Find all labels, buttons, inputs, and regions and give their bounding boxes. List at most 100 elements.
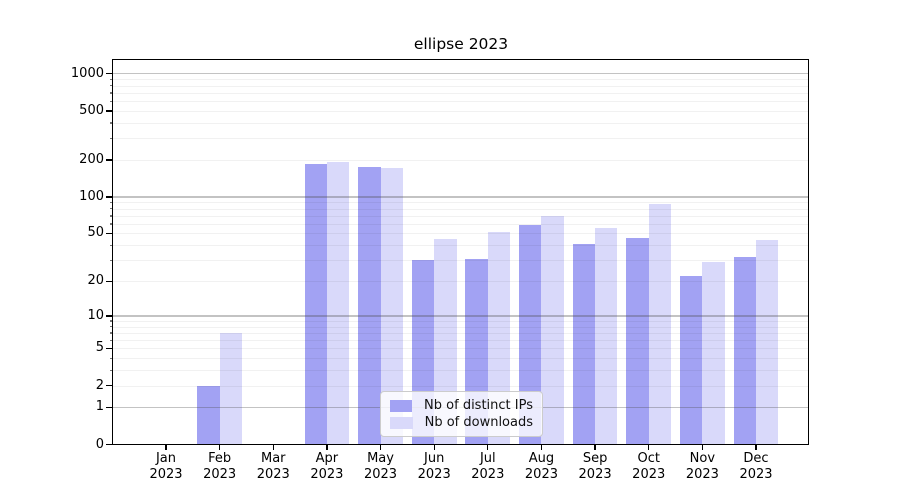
y-minor-tick-mark [109,92,113,94]
y-tick-label: 1 [95,399,104,415]
y-minor-tick-mark [109,369,113,371]
bar-downloads [702,261,725,445]
y-tick-label: 20 [87,273,104,289]
minor-gridline [113,260,809,262]
legend-item-downloads: Nb of downloads [390,415,533,430]
x-tick-label: Sep 2023 [578,451,612,482]
minor-gridline [113,370,809,372]
x-tick-label: Jun 2023 [417,451,451,482]
legend-swatch-distinct-ips [390,399,413,412]
x-tick-mark [433,445,435,450]
x-tick-label: May 2023 [363,451,398,482]
x-tick-label: Nov 2023 [685,451,719,482]
bar-distinct-ips [572,243,596,445]
legend-item-distinct-ips: Nb of distinct IPs [390,398,533,413]
x-tick-label: Dec 2023 [739,451,773,482]
x-tick-label: Aug 2023 [524,451,558,482]
y-minor-tick-mark [109,347,113,350]
minor-gridline [113,85,809,87]
bar-downloads [219,332,243,445]
y-minor-tick-mark [109,137,113,140]
minor-gridline [113,79,809,81]
minor-gridline [113,245,809,247]
y-tick-label: 100 [79,188,104,204]
bar-downloads [756,240,779,445]
bar-distinct-ips [679,276,703,445]
x-tick-label: Jul 2023 [471,451,505,482]
x-tick-mark [701,445,703,450]
bar-distinct-ips [733,256,756,445]
minor-gridline [113,215,809,217]
major-gridline [113,315,809,317]
bar-downloads [380,167,403,445]
minor-gridline [113,326,809,328]
bar-downloads [648,203,672,445]
y-tick-label: 200 [79,151,104,167]
y-minor-tick-mark [109,326,113,328]
y-minor-tick-mark [109,357,113,359]
x-tick-label: Mar 2023 [256,451,290,482]
x-tick-mark [540,445,543,450]
x-tick-label: Jan 2023 [149,451,183,482]
x-tick-mark [272,445,274,450]
bar-downloads [541,215,564,445]
y-tick-label: 5 [95,340,104,356]
y-minor-tick-mark [109,122,113,124]
minor-gridline [113,202,809,204]
y-minor-tick-mark [109,320,113,322]
minor-gridline [113,223,809,225]
minor-gridline [113,281,809,283]
y-tick-label: 10 [87,307,104,323]
minor-gridline [113,385,809,387]
y-tick-mark [106,73,113,75]
y-tick-label: 50 [87,225,104,241]
minor-gridline [113,101,809,103]
x-tick-mark [594,445,596,450]
y-minor-tick-mark [109,385,113,387]
y-tick-label: 500 [79,102,104,118]
y-minor-tick-mark [109,244,113,246]
bar-distinct-ips [304,164,327,445]
minor-gridline [113,332,809,334]
bar-distinct-ips [197,385,220,445]
x-tick-label: Apr 2023 [310,451,344,482]
bar-distinct-ips [626,237,649,445]
major-gridline [113,196,809,198]
y-minor-tick-mark [109,110,113,112]
minor-gridline [113,320,809,322]
y-minor-tick-mark [109,215,113,217]
y-minor-tick-mark [109,208,113,210]
y-minor-tick-mark [109,201,113,204]
legend: Nb of distinct IPs Nb of downloads [380,391,543,437]
y-tick-mark [106,406,113,408]
minor-gridline [113,110,809,112]
minor-gridline [113,208,809,210]
minor-gridline [113,159,809,161]
bar-distinct-ips [358,167,381,445]
x-tick-mark [487,445,489,450]
minor-gridline [113,138,809,140]
x-tick-mark [326,445,328,450]
y-minor-tick-mark [109,339,113,341]
y-minor-tick-mark [109,332,113,334]
x-tick-mark [165,445,167,450]
x-tick-mark [648,445,650,450]
legend-label-distinct-ips: Nb of distinct IPs [424,398,533,413]
minor-gridline [113,340,809,342]
x-tick-label: Feb 2023 [203,451,237,482]
y-minor-tick-mark [109,100,113,102]
y-minor-tick-mark [109,159,113,161]
minor-gridline [113,358,809,360]
x-tick-label: Oct 2023 [632,451,666,482]
x-tick-mark [755,445,757,450]
x-tick-mark [218,445,221,450]
minor-gridline [113,233,809,235]
chart-title: ellipse 2023 [413,35,509,53]
minor-gridline [113,122,809,124]
bar-downloads [326,161,350,445]
y-tick-label: 1000 [70,65,104,81]
y-minor-tick-mark [109,78,113,81]
y-minor-tick-mark [109,280,113,282]
y-tick-mark [106,196,113,198]
y-tick-label: 0 [95,436,104,452]
